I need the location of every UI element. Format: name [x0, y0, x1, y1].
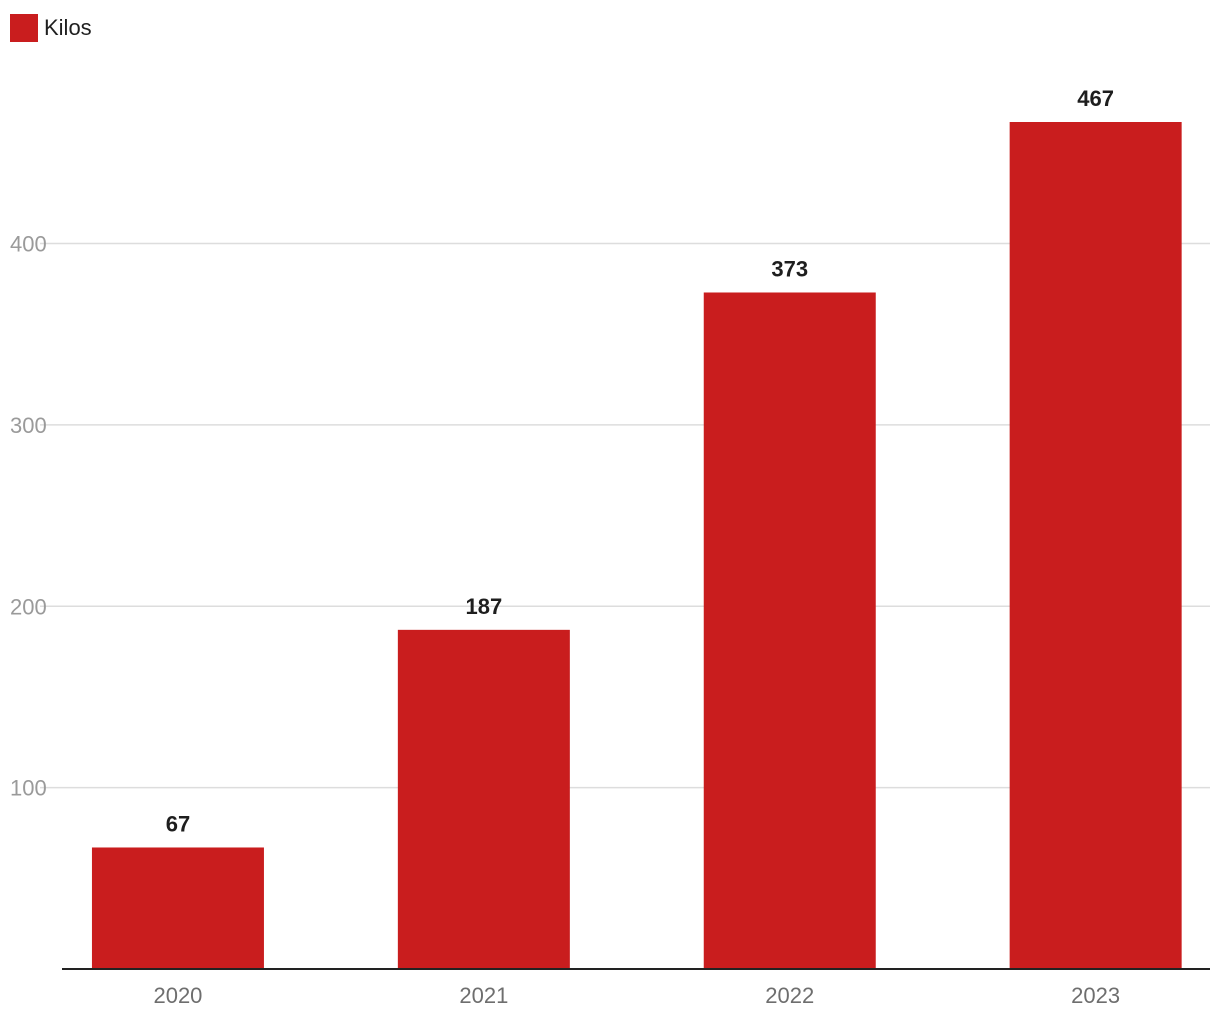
legend-swatch-kilos	[10, 14, 38, 42]
y-tick-label-400: 400	[10, 232, 47, 257]
y-tick-label-100: 100	[10, 776, 47, 801]
x-axis-ticks: 2020 2021 2022 2023	[153, 983, 1120, 1008]
data-label-2021: 187	[465, 594, 502, 619]
data-label-2023: 467	[1077, 86, 1114, 111]
x-tick-label-2023: 2023	[1071, 983, 1120, 1008]
x-tick-label-2021: 2021	[459, 983, 508, 1008]
y-tick-label-300: 300	[10, 413, 47, 438]
x-tick-label-2022: 2022	[765, 983, 814, 1008]
bar-2021	[397, 629, 570, 969]
y-tick-label-200: 200	[10, 594, 47, 619]
data-label-2022: 373	[771, 256, 808, 281]
bar-2020	[91, 847, 264, 969]
data-label-2020: 67	[166, 811, 190, 836]
bar-2022	[703, 292, 876, 970]
bars	[91, 122, 1182, 970]
y-axis-ticks: 100 200 300 400	[10, 232, 47, 801]
legend-label-kilos: Kilos	[44, 15, 92, 40]
x-tick-label-2020: 2020	[153, 983, 202, 1008]
bar-2023	[1009, 122, 1182, 970]
chart-legend: Kilos	[10, 14, 92, 42]
data-labels: 67 187 373 467	[166, 86, 1114, 836]
